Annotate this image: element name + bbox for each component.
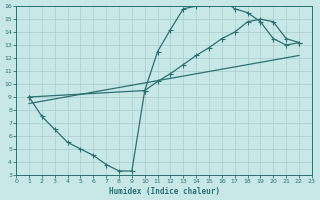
X-axis label: Humidex (Indice chaleur): Humidex (Indice chaleur) (108, 187, 220, 196)
